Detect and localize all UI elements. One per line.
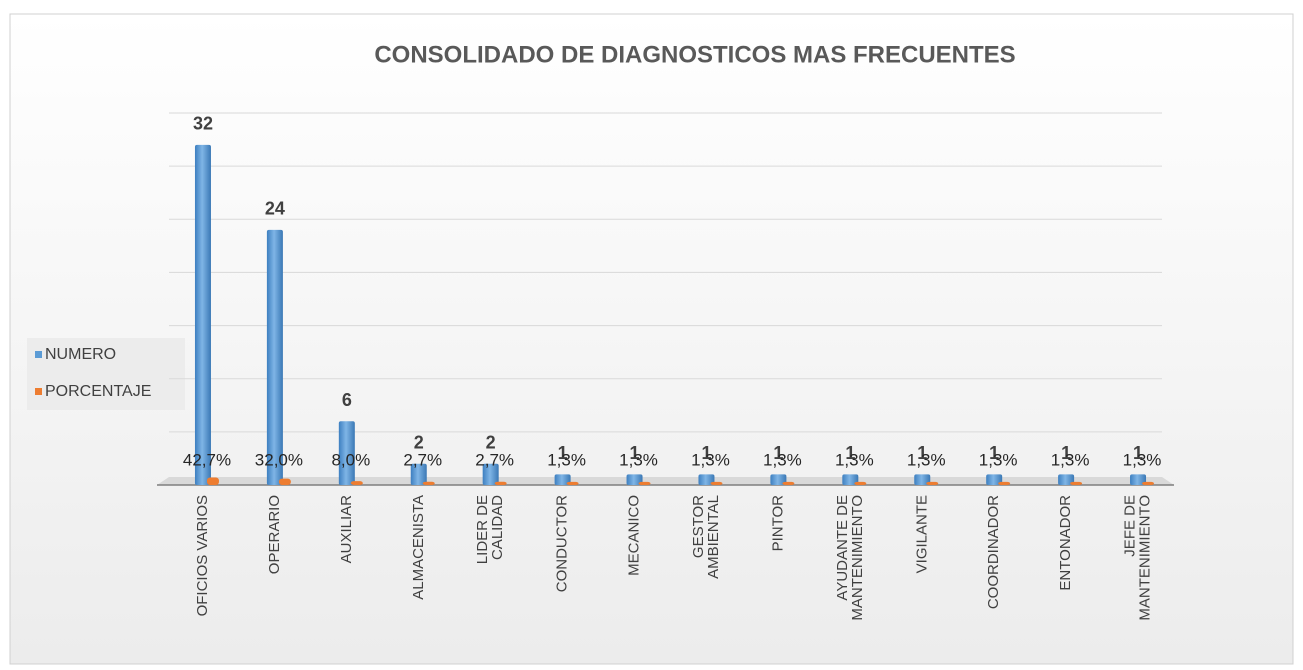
value-label: 1: [917, 443, 927, 463]
value-label: 1,3%: [979, 450, 1018, 469]
bar: [554, 474, 571, 485]
legend-label: PORCENTAJE: [45, 383, 151, 400]
bar: [494, 481, 507, 485]
value-label: 1,3%: [691, 450, 730, 469]
bar: [770, 474, 787, 485]
bar: [986, 474, 1003, 485]
value-label: 1: [773, 443, 783, 463]
x-tick-label: VIGILANTE: [913, 495, 930, 573]
value-label: 2,7%: [403, 450, 442, 469]
value-label: 1: [558, 443, 568, 463]
bar: [1130, 474, 1147, 485]
x-tick-label: MECANICO: [626, 495, 643, 576]
legend-swatch: [35, 388, 42, 395]
value-label: 1,3%: [907, 450, 946, 469]
legend-swatch: [35, 351, 42, 358]
value-label: 1: [630, 443, 640, 463]
x-tick-label: ALMACENISTA: [410, 495, 427, 600]
legend-box: [27, 338, 185, 410]
x-tick-label: LIDER DE CALIDAD: [474, 495, 506, 564]
bar: [842, 474, 859, 485]
bar: [626, 474, 643, 485]
value-label: 1,3%: [763, 450, 802, 469]
value-label: 1,3%: [835, 450, 874, 469]
chart-title: CONSOLIDADO DE DIAGNOSTICOS MAS FRECUENT…: [374, 41, 1015, 68]
bar: [206, 477, 219, 485]
value-label: 32,0%: [255, 450, 303, 469]
bar: [998, 481, 1011, 485]
bar: [698, 474, 715, 485]
bar: [782, 481, 795, 485]
x-tick-label: JEFE DE MANTENIMIENTO: [1122, 495, 1154, 625]
legend-label: NUMERO: [45, 346, 116, 363]
value-label: 1: [989, 443, 999, 463]
bar: [338, 421, 355, 485]
value-label: 8,0%: [331, 450, 370, 469]
value-label: 1,3%: [1123, 450, 1162, 469]
value-label: 1,3%: [619, 450, 658, 469]
bar: [350, 481, 363, 485]
chart-frame: [9, 13, 1294, 665]
x-tick-label: OFICIOS VARIOS: [194, 495, 211, 616]
x-tick-label: ENTONADOR: [1057, 495, 1074, 591]
bar: [482, 463, 499, 485]
x-tick-label: PINTOR: [769, 495, 786, 552]
value-label: 6: [342, 390, 352, 410]
x-tick-label: AUXILIAR: [338, 495, 355, 564]
bar: [278, 478, 291, 485]
value-label: 2: [414, 432, 424, 452]
bar: [1142, 481, 1155, 485]
value-label: 1,3%: [1051, 450, 1090, 469]
x-tick-label: COORDINADOR: [985, 495, 1002, 609]
x-tick-label: OPERARIO: [266, 495, 283, 574]
bar: [710, 481, 723, 485]
bar: [566, 481, 579, 485]
bar: [266, 229, 283, 485]
floor: [157, 477, 1174, 485]
x-tick-label: CONDUCTOR: [554, 495, 571, 592]
bar: [410, 463, 427, 485]
value-label: 2,7%: [475, 450, 514, 469]
bar: [926, 481, 939, 485]
value-label: 42,7%: [183, 450, 231, 469]
value-label: 1,3%: [547, 450, 586, 469]
value-label: 2: [486, 432, 496, 452]
x-tick-label: GESTOR AMBIENTAL: [690, 495, 722, 582]
x-tick-label: AYUDANTE DE MANTENIMIENTO: [834, 495, 866, 625]
value-label: 1: [845, 443, 855, 463]
value-label: 1: [1133, 443, 1143, 463]
bar: [1070, 481, 1083, 485]
bar: [914, 474, 931, 485]
bar: [1058, 474, 1075, 485]
bar: [638, 481, 651, 485]
value-label: 1: [701, 443, 711, 463]
value-label: 32: [193, 114, 213, 134]
value-label: 24: [265, 199, 285, 219]
bar: [854, 481, 867, 485]
bar: [422, 481, 435, 485]
bar: [194, 144, 211, 485]
value-label: 1: [1061, 443, 1071, 463]
